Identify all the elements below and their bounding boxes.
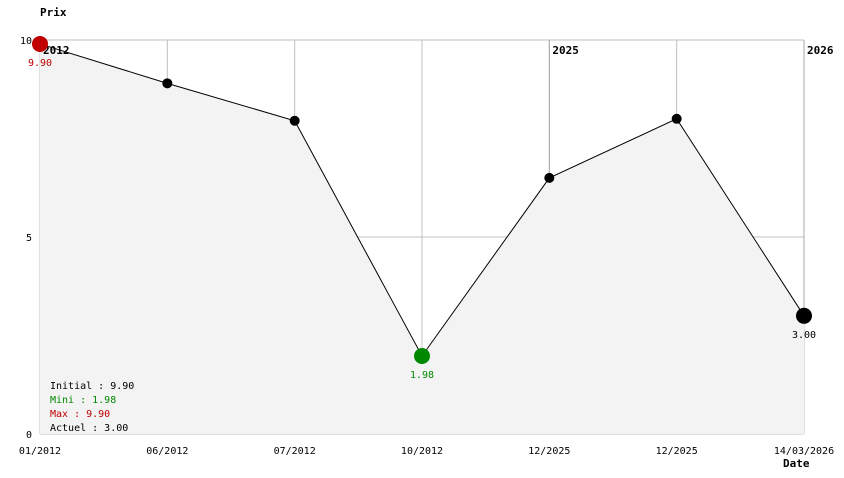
point-value-label: 3.00 — [792, 330, 816, 341]
year-marker-label: 2026 — [807, 44, 834, 57]
data-point — [289, 115, 300, 126]
x-axis-title: Date — [783, 457, 810, 470]
legend-item: Initial : 9.90 — [50, 381, 134, 392]
x-tick-label: 06/2012 — [146, 446, 188, 457]
data-point — [162, 78, 173, 89]
data-point — [796, 307, 812, 324]
year-marker-label: 2025 — [552, 44, 579, 57]
data-point — [671, 113, 682, 124]
data-point — [544, 172, 555, 183]
data-point — [414, 347, 430, 364]
y-tick-label: 5 — [26, 233, 32, 244]
y-tick-label: 0 — [26, 430, 32, 441]
area-fill — [40, 43, 804, 434]
legend-item: Actuel : 3.00 — [50, 423, 128, 434]
x-tick-label: 07/2012 — [274, 446, 316, 457]
legend-item: Mini : 1.98 — [50, 395, 116, 406]
data-point — [32, 35, 48, 52]
point-value-label: 1.98 — [410, 370, 434, 381]
y-axis-title: Prix — [40, 6, 67, 19]
x-tick-label: 12/2025 — [656, 446, 698, 457]
legend-item: Max : 9.90 — [50, 409, 110, 420]
y-tick-label: 10 — [20, 36, 32, 47]
x-tick-label: 10/2012 — [401, 446, 443, 457]
x-tick-label: 14/03/2026 — [774, 446, 834, 457]
x-tick-label: 01/2012 — [19, 446, 61, 457]
point-value-label: 9.90 — [28, 58, 52, 69]
x-tick-label: 12/2025 — [528, 446, 570, 457]
